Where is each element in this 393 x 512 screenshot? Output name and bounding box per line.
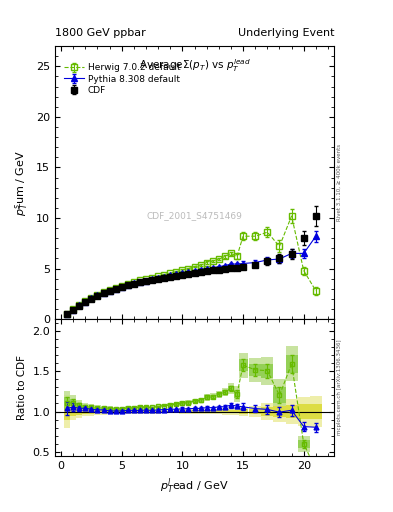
Text: Rivet 3.1.10, ≥ 400k events: Rivet 3.1.10, ≥ 400k events (337, 144, 342, 221)
Y-axis label: $p_T^s$um / GeV: $p_T^s$um / GeV (13, 150, 31, 216)
Text: Underlying Event: Underlying Event (237, 28, 334, 38)
Y-axis label: Ratio to CDF: Ratio to CDF (17, 355, 27, 420)
Text: mcplots.cern.ch [arXiv:1306.3436]: mcplots.cern.ch [arXiv:1306.3436] (337, 339, 342, 435)
X-axis label: $p_T^{l}$ead / GeV: $p_T^{l}$ead / GeV (160, 476, 229, 496)
Text: 1800 GeV ppbar: 1800 GeV ppbar (55, 28, 146, 38)
Text: Average$\Sigma(p_T)$ vs $p_T^{lead}$: Average$\Sigma(p_T)$ vs $p_T^{lead}$ (139, 57, 250, 74)
Legend: Herwig 7.0.2 default, Pythia 8.308 default, CDF: Herwig 7.0.2 default, Pythia 8.308 defau… (62, 61, 182, 97)
Text: CDF_2001_S4751469: CDF_2001_S4751469 (147, 211, 242, 220)
